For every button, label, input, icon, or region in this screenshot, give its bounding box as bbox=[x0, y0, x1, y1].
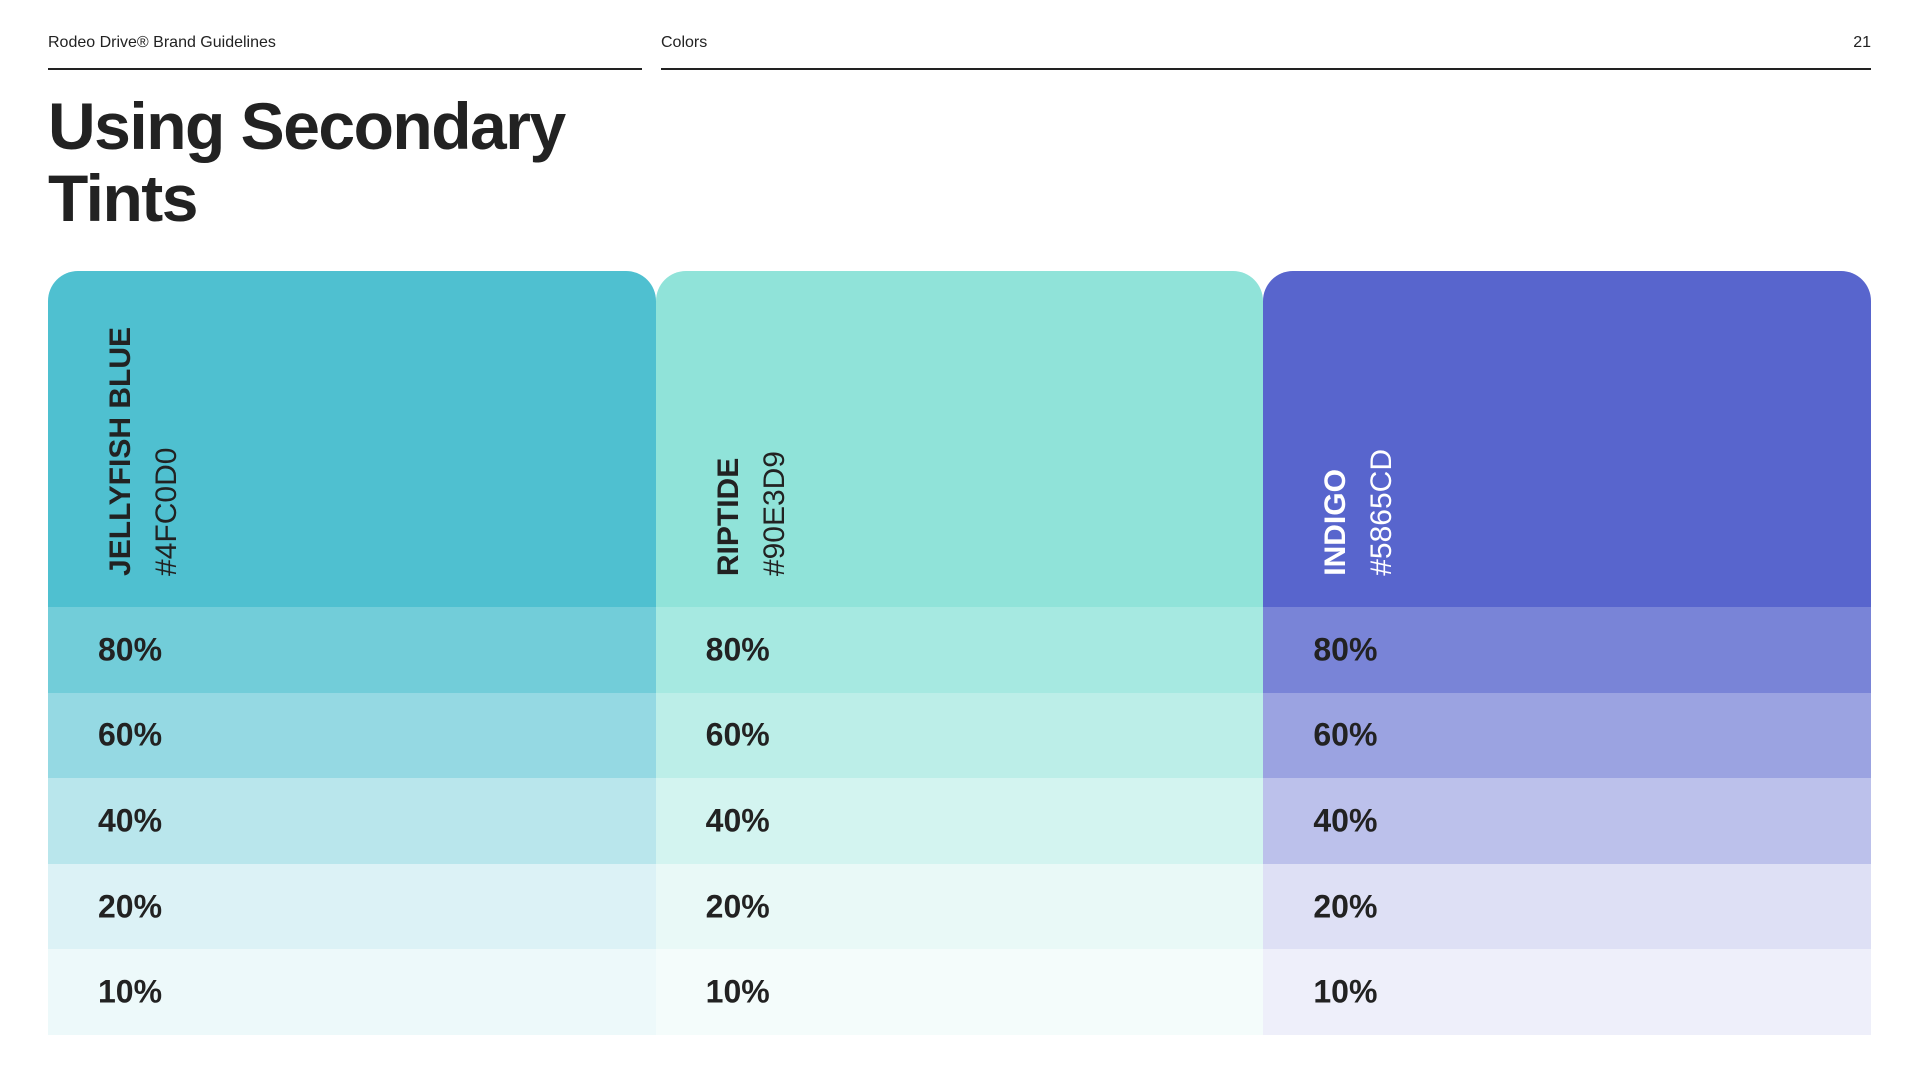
tint-row: 40% bbox=[1263, 778, 1872, 864]
swatch-card: JELLYFISH BLUE #4FC0D0 80% 60% 40% 20% 10% bbox=[48, 271, 656, 1035]
tint-label: 40% bbox=[705, 802, 770, 839]
tint-row: 10% bbox=[48, 949, 656, 1035]
tint-label: 10% bbox=[1313, 973, 1378, 1010]
tint-row: 20% bbox=[48, 863, 656, 950]
color-hex: #5865CD bbox=[1365, 449, 1399, 576]
tint-label: 60% bbox=[1313, 716, 1378, 753]
tint-label: 10% bbox=[705, 973, 770, 1010]
tint-label: 80% bbox=[705, 631, 770, 668]
color-name: JELLYFISH BLUE bbox=[104, 327, 137, 576]
tint-row: 60% bbox=[655, 692, 1264, 779]
tint-row: 40% bbox=[48, 778, 656, 864]
tint-label: 40% bbox=[98, 802, 163, 839]
tint-label: 80% bbox=[1313, 631, 1378, 668]
swatch-grid: JELLYFISH BLUE #4FC0D0 80% 60% 40% 20% 10% RIPT… bbox=[48, 271, 1872, 1035]
tint-row: 60% bbox=[1263, 692, 1872, 779]
tint-label: 10% bbox=[98, 973, 163, 1010]
tint-label: 60% bbox=[705, 716, 770, 753]
swatch-label: INDIGO #5865CD bbox=[1313, 449, 1405, 576]
swatch: JELLYFISH BLUE #4FC0D0 bbox=[48, 271, 656, 607]
tint-label: 20% bbox=[98, 888, 163, 925]
tint-row: 80% bbox=[655, 607, 1264, 693]
swatch: INDIGO #5865CD bbox=[1263, 271, 1872, 607]
doc-name: Rodeo Drive® Brand Guidelines bbox=[48, 34, 276, 51]
swatch-label: RIPTIDE #90E3D9 bbox=[706, 451, 798, 576]
swatch-card: RIPTIDE #90E3D9 80% 60% 40% 20% 10% bbox=[655, 271, 1264, 1035]
tint-row: 40% bbox=[655, 778, 1264, 864]
swatch: RIPTIDE #90E3D9 bbox=[655, 271, 1264, 607]
tint-row: 10% bbox=[655, 949, 1264, 1035]
page-number: 21 bbox=[1853, 34, 1871, 51]
color-name: INDIGO bbox=[1319, 469, 1353, 576]
tint-label: 20% bbox=[1313, 888, 1378, 925]
tint-label: 20% bbox=[705, 888, 770, 925]
swatch-label: JELLYFISH BLUE #4FC0D0 bbox=[98, 327, 190, 576]
tint-row: 80% bbox=[1263, 607, 1872, 693]
tint-row: 20% bbox=[655, 863, 1264, 950]
rule bbox=[661, 68, 1871, 70]
tint-label: 80% bbox=[98, 631, 163, 668]
color-name: RIPTIDE bbox=[711, 457, 745, 576]
tint-row: 60% bbox=[48, 692, 656, 779]
color-hex: #90E3D9 bbox=[757, 450, 791, 576]
tint-label: 40% bbox=[1313, 802, 1378, 839]
title: Using Secondary Tints bbox=[48, 89, 566, 235]
tint-row: 20% bbox=[1263, 863, 1872, 950]
tint-row: 80% bbox=[48, 607, 656, 693]
tint-row: 10% bbox=[1263, 949, 1872, 1035]
color-hex: #4FC0D0 bbox=[150, 447, 183, 576]
tint-label: 60% bbox=[98, 716, 163, 753]
section-name: Colors bbox=[661, 34, 708, 51]
swatch-card: INDIGO #5865CD 80% 60% 40% 20% 10% bbox=[1263, 271, 1872, 1035]
rule bbox=[48, 68, 642, 70]
